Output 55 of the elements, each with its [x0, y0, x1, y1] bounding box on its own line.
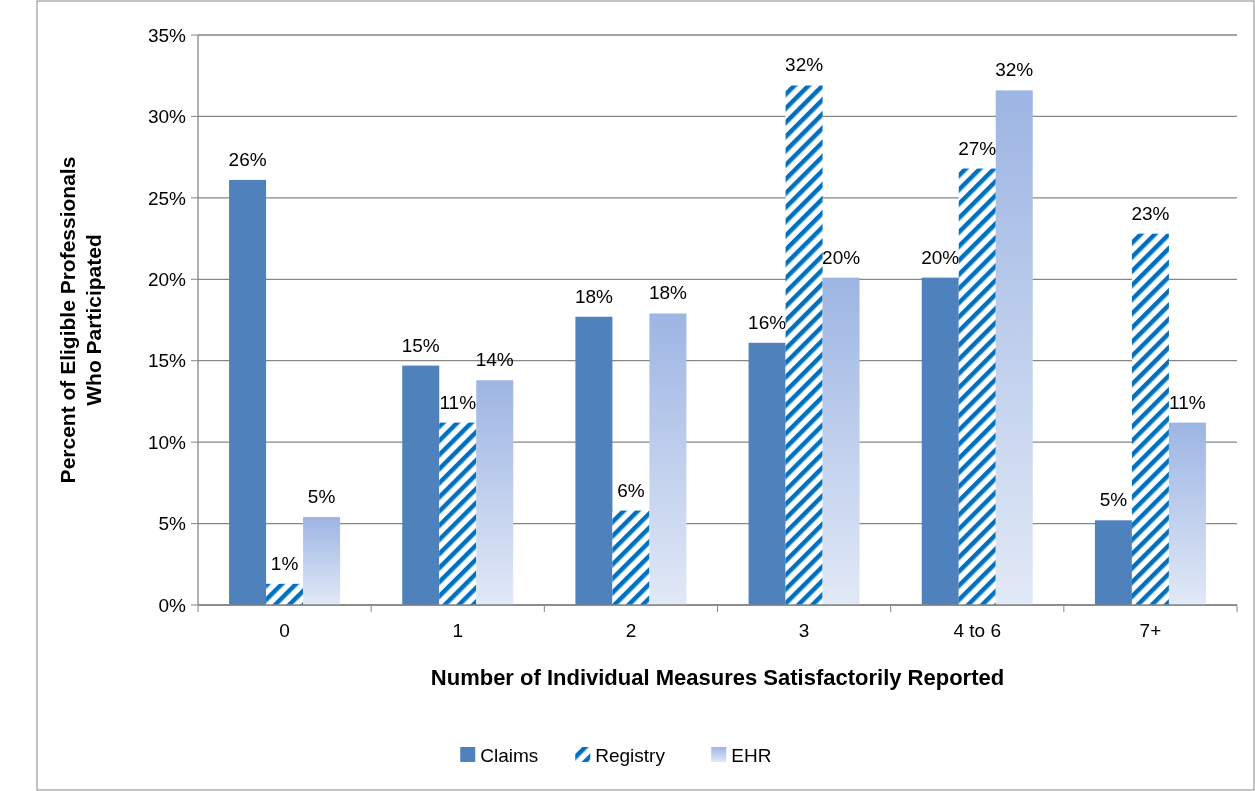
data-label: 6% [617, 479, 645, 501]
bar [649, 313, 687, 605]
data-label: 5% [1099, 489, 1128, 511]
x-tick-label: 0 [279, 620, 290, 641]
data-label: 11% [1169, 391, 1206, 413]
bar [1131, 233, 1169, 605]
bar [921, 277, 959, 605]
y-tick-label: 10% [147, 431, 187, 453]
y-tick-label: 15% [147, 350, 187, 372]
data-label: 1% [270, 552, 299, 574]
data-label: 11% [439, 391, 477, 413]
x-axis-title: Number of Individual Measures Satisfactorily Reported [430, 665, 1005, 690]
x-tick-label: 3 [798, 620, 810, 641]
x-tick-label: 1 [452, 620, 464, 641]
x-tick-label: 4 to 6 [953, 620, 1002, 641]
bar [785, 85, 823, 605]
data-label: 14% [475, 349, 514, 371]
x-tick-label: 7+ [1139, 620, 1162, 641]
bar [1094, 520, 1132, 605]
bar [303, 517, 341, 605]
data-label: 18% [574, 285, 614, 307]
data-label: 16% [748, 311, 787, 333]
bar [476, 380, 514, 605]
data-label: 32% [785, 54, 824, 76]
bar [402, 365, 440, 605]
data-label: 23% [1131, 202, 1170, 224]
x-tick-label: 2 [625, 620, 637, 641]
y-tick-label: 0% [158, 594, 187, 616]
bar [995, 90, 1033, 605]
data-label: 20% [921, 246, 960, 268]
legend-label: Registry [595, 744, 666, 766]
data-label: 18% [648, 282, 688, 304]
y-axis-title: Percent of Eligible Professionals Who Participated [56, 156, 105, 484]
y-tick-label: 30% [147, 106, 187, 128]
y-tick-label: 20% [147, 268, 187, 290]
data-label: 5% [307, 486, 336, 508]
bar [822, 277, 860, 605]
data-label: 27% [958, 137, 997, 159]
bar [1168, 422, 1206, 605]
data-label: 32% [995, 59, 1034, 81]
y-tick-label: 25% [147, 187, 187, 209]
bar [229, 179, 267, 605]
bar [748, 342, 786, 605]
y-tick-label: 35% [147, 24, 187, 46]
legend-label: Claims [480, 744, 539, 766]
data-label: 26% [228, 148, 267, 170]
legend-label: EHR [731, 744, 772, 766]
data-label: 20% [822, 246, 861, 268]
bar [439, 422, 477, 605]
data-label: 15% [401, 334, 440, 356]
bar [612, 510, 650, 605]
bar [266, 583, 304, 605]
bar [958, 168, 996, 605]
bar [575, 316, 613, 605]
y-tick-label: 5% [158, 513, 187, 535]
